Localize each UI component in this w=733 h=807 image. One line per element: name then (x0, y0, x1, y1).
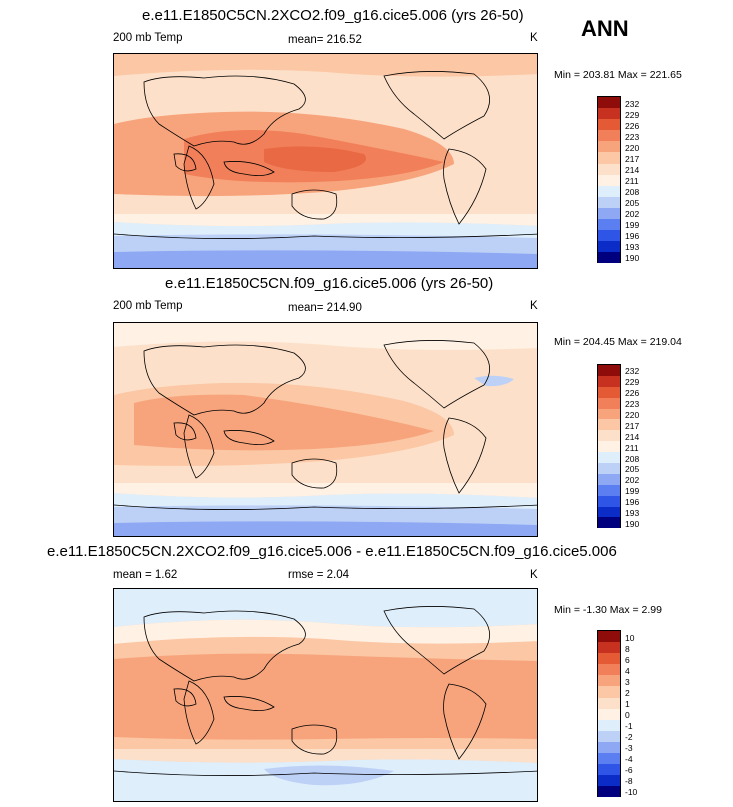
panel2-colorbar-label: 214 (625, 432, 640, 442)
panel1-colorbar-label: 199 (625, 220, 640, 230)
panel1-colorbar-label: 217 (625, 154, 640, 164)
panel1-colorbar-swatches (597, 96, 621, 264)
panel2-colorbar-label: 190 (625, 519, 640, 529)
panel2-colorbar-label: 229 (625, 377, 640, 387)
panel3-colorbar-label: 3 (625, 677, 630, 687)
panel3-map (113, 588, 538, 802)
panel3-colorbar-label: 0 (625, 710, 630, 720)
panel2-colorbar-label: 223 (625, 399, 640, 409)
panel1-map (113, 53, 538, 269)
panel3-minmax: Min = -1.30 Max = 2.99 (554, 604, 662, 616)
panel3-title: e.e11.E1850C5CN.2XCO2.f09_g16.cice5.006 … (47, 543, 617, 560)
panel2-colorbar-label: 226 (625, 388, 640, 398)
panel1-colorbar-label: 205 (625, 198, 640, 208)
panel1-colorbar-label: 211 (625, 176, 639, 186)
panel1-colorbar-label: 196 (625, 231, 640, 241)
panel1-colorbar-label: 232 (625, 99, 640, 109)
panel3-colorbar-swatches (597, 630, 621, 798)
panel2-mean: mean= 214.90 (288, 302, 362, 314)
panel2-colorbar-label: 232 (625, 366, 640, 376)
panel1-colorbar-label: 202 (625, 209, 640, 219)
panel2-colorbar-label: 208 (625, 454, 640, 464)
panel1-colorbar-label: 190 (625, 253, 640, 263)
panel3-colorbar-label: 1 (625, 699, 630, 709)
panel2-colorbar-label: 199 (625, 486, 640, 496)
panel1-colorbar-label: 214 (625, 165, 640, 175)
panel1-colorbar-label: 193 (625, 242, 640, 252)
panel3-colorbar-label: -8 (625, 776, 633, 786)
season-label: ANN (581, 16, 629, 41)
panel3-colorbar-label: 10 (625, 633, 635, 643)
panel3-colorbar-label: -4 (625, 754, 633, 764)
panel3-rmse: rmse = 2.04 (288, 569, 350, 581)
panel3-colorbar-label: 2 (625, 688, 630, 698)
panel2-units: K (530, 300, 538, 312)
panel3-colorbar-label: -3 (625, 743, 633, 753)
panel2-minmax: Min = 204.45 Max = 219.04 (554, 336, 682, 348)
panel1-minmax: Min = 203.81 Max = 221.65 (554, 69, 682, 81)
panel3-colorbar-label: 8 (625, 644, 630, 654)
panel2-colorbar-label: 193 (625, 508, 640, 518)
panel2-colorbar-label: 211 (625, 443, 639, 453)
panel1-mean: mean= 216.52 (288, 34, 362, 46)
panel2-colorbar-label: 220 (625, 410, 640, 420)
panel3-colorbar-label: -10 (625, 787, 638, 797)
panel2-colorbar-label: 205 (625, 464, 640, 474)
panel2-title: e.e11.E1850C5CN.f09_g16.cice5.006 (yrs 2… (165, 275, 494, 292)
panel1-colorbar-label: 220 (625, 143, 640, 153)
panel1-colorbar-label: 226 (625, 121, 640, 131)
panel1-units: K (530, 32, 538, 44)
panel1-colorbar-label: 208 (625, 187, 640, 197)
panel2-colorbar: 232 229 226 223 220 217 214 211 208 205 … (597, 364, 639, 529)
panel2-colorbar-label: 196 (625, 497, 640, 507)
panel3-colorbar-label: 6 (625, 655, 630, 665)
panel3-colorbar-label: -6 (625, 765, 633, 775)
panel1-variable: 200 mb Temp (113, 32, 183, 44)
panel2-map (113, 322, 538, 537)
panel2-colorbar-swatches (597, 364, 621, 529)
panel3-mean: mean = 1.62 (113, 569, 178, 581)
panel3-colorbar-label: 4 (625, 666, 630, 676)
panel3-colorbar-label: -1 (625, 721, 633, 731)
panel3-units: K (530, 569, 538, 581)
panel2-variable: 200 mb Temp (113, 300, 183, 312)
panel2-colorbar-label: 202 (625, 475, 640, 485)
panel3-colorbar-label: -2 (625, 732, 633, 742)
panel2-colorbar-label: 217 (625, 421, 640, 431)
panel1-colorbar-label: 223 (625, 132, 640, 142)
panel1-title: e.e11.E1850C5CN.2XCO2.f09_g16.cice5.006 … (142, 7, 524, 24)
panel1-colorbar-label: 229 (625, 110, 640, 120)
panel1-colorbar: 232 229 226 223 220 217 214 211 208 205 … (597, 96, 639, 264)
panel3-colorbar: 10 8 6 4 3 2 1 0 -1 -2 -3 -4 -6 -8 -10 (597, 630, 637, 798)
